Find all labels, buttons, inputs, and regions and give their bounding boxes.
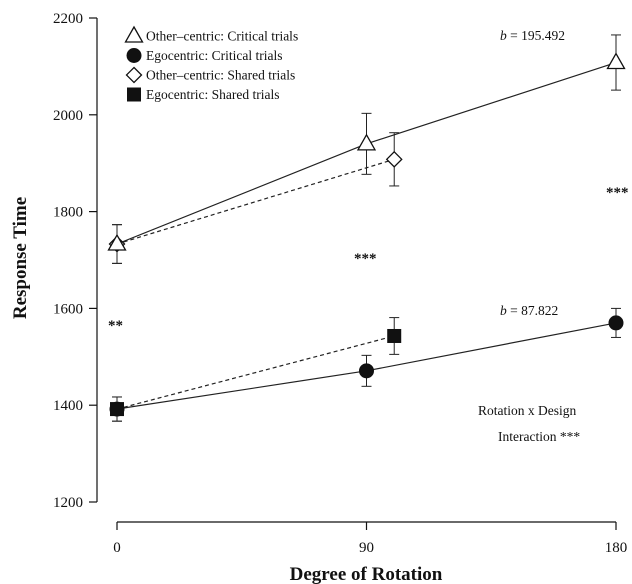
y-axis-title: Response Time (10, 197, 31, 319)
triangle-open-marker (124, 25, 144, 43)
square-filled-marker (110, 402, 124, 417)
slope-value: = 87.822 (507, 303, 559, 318)
legend-item: Other–centric: Critical trials (124, 25, 298, 44)
triangle-open-marker (107, 233, 127, 251)
y-tick-label: 1200 (53, 495, 83, 511)
series-line (116, 158, 395, 245)
significance-stars: *** (354, 251, 377, 267)
y-tick-label: 1400 (53, 398, 83, 414)
y-tick-label: 1600 (53, 301, 83, 317)
legend-label: Other–centric: Critical trials (146, 29, 298, 44)
data-markers (107, 52, 626, 417)
diamond-open-marker (385, 150, 403, 168)
x-tick-label: 180 (605, 540, 628, 556)
legend-item: Other–centric: Shared trials (125, 66, 295, 84)
diamond-open-marker (125, 66, 143, 84)
legend-label: Other–centric: Shared trials (146, 68, 295, 83)
x-tick-label: 0 (113, 540, 121, 556)
y-tick-label: 2000 (53, 108, 83, 124)
significance-stars: ** (108, 318, 123, 334)
circle-filled-marker (608, 315, 624, 331)
triangle-open-marker (356, 133, 377, 151)
x-tick-label: 90 (359, 540, 374, 556)
annotation-text: b = 87.822 (500, 303, 558, 318)
circle-filled-marker (359, 363, 374, 379)
circle-filled-marker (126, 48, 142, 63)
legend-item: Egocentric: Critical trials (126, 48, 282, 63)
x-axis-title: Degree of Rotation (290, 564, 443, 584)
legend: Other–centric: Critical trials Egocentric… (124, 25, 298, 102)
slope-symbol: b (500, 303, 507, 318)
annotation-text: Interaction *** (498, 429, 580, 444)
series-line (116, 335, 395, 410)
legend-label: Egocentric: Shared trials (146, 87, 279, 102)
y-tick-label: 2200 (53, 11, 83, 27)
annotation-text: b = 195.492 (500, 28, 565, 43)
axes: 1200 1400 1600 1800 2000 2200 0 90 180 Degree of … (10, 11, 627, 584)
slope-symbol: b (500, 28, 507, 43)
significance-stars: *** (606, 185, 629, 201)
legend-label: Egocentric: Critical trials (146, 48, 282, 63)
y-tick-label: 1800 (53, 205, 83, 221)
slope-value: = 195.492 (507, 28, 565, 43)
square-filled-marker (127, 87, 141, 102)
triangle-open-marker (606, 52, 626, 70)
legend-item: Egocentric: Shared trials (127, 87, 279, 102)
annotation-text: Rotation x Design (478, 403, 576, 418)
square-filled-marker (387, 328, 402, 343)
